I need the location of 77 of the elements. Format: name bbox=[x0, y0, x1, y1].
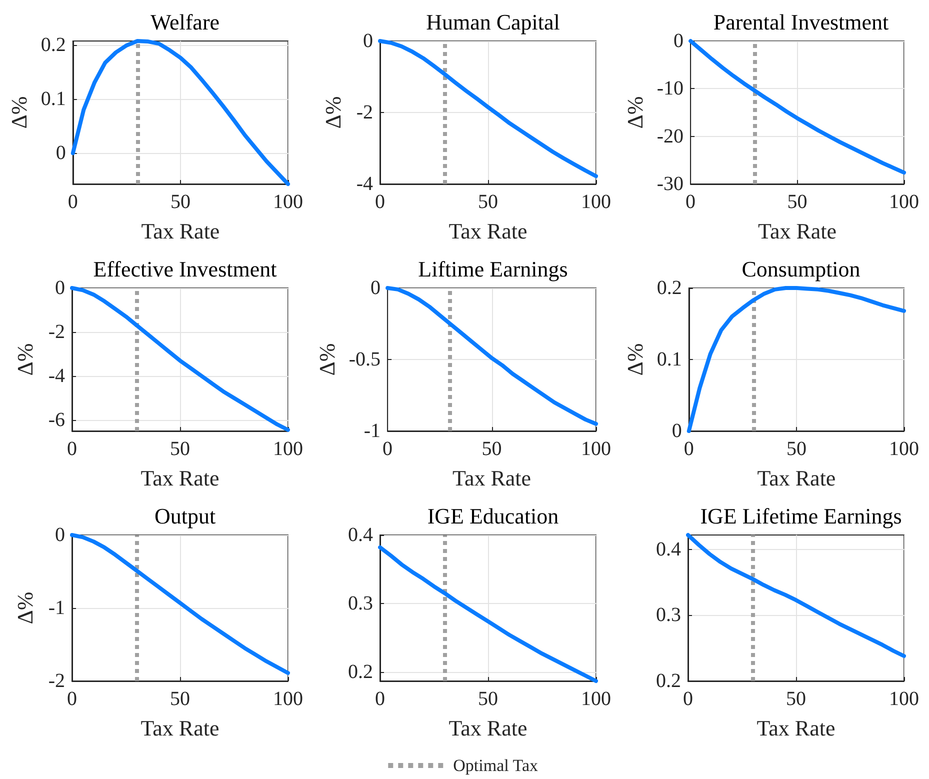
y-axis-title: Δ% bbox=[12, 343, 38, 376]
x-axis-title: Tax Rate bbox=[141, 218, 220, 244]
y-tick-label: 0.4 bbox=[656, 538, 681, 560]
x-axis-title: Tax Rate bbox=[448, 218, 528, 244]
y-axis-title: Δ% bbox=[6, 96, 32, 129]
x-axis-title: Tax Rate bbox=[757, 466, 836, 490]
x-tick-label: 50 bbox=[787, 191, 808, 213]
y-tick-label: -2 bbox=[356, 102, 373, 124]
legend-label: Optimal Tax bbox=[453, 756, 539, 775]
y-tick-label: 0 bbox=[363, 30, 373, 52]
x-tick-label: 100 bbox=[273, 191, 303, 213]
y-tick-label: -1 bbox=[364, 420, 381, 442]
y-tick-label: -0.5 bbox=[348, 348, 381, 370]
y-axis-title: Δ% bbox=[622, 343, 648, 376]
y-axis-title: Δ% bbox=[320, 96, 346, 129]
x-tick-label: 100 bbox=[889, 191, 919, 213]
y-tick-label: 0.1 bbox=[40, 88, 66, 110]
y-tick-label: 0.1 bbox=[656, 348, 682, 370]
chart-title: Parental Investment bbox=[713, 10, 889, 34]
chart-title: Effective Investment bbox=[93, 256, 277, 282]
chart-title: IGE Lifetime Earnings bbox=[700, 504, 902, 528]
x-tick-label: 50 bbox=[478, 688, 498, 710]
x-axis-title: Tax Rate bbox=[756, 716, 836, 740]
y-tick-label: 0 bbox=[674, 30, 684, 52]
y-tick-label: -20 bbox=[656, 125, 684, 148]
x-tick-label: 50 bbox=[786, 438, 806, 460]
y-tick-label: 0.2 bbox=[656, 670, 681, 692]
x-tick-label: 100 bbox=[581, 688, 611, 710]
y-tick-label: -4 bbox=[356, 173, 373, 195]
x-tick-label: 100 bbox=[889, 438, 919, 460]
x-tick-label: 50 bbox=[478, 191, 498, 213]
x-tick-label: 100 bbox=[889, 688, 919, 710]
y-tick-label: 0.4 bbox=[348, 524, 373, 546]
y-tick-label: -4 bbox=[48, 365, 65, 387]
x-tick-label: 50 bbox=[170, 191, 190, 213]
x-axis-title: Tax Rate bbox=[140, 466, 220, 490]
y-tick-label: 0.2 bbox=[40, 34, 66, 56]
x-tick-label: 50 bbox=[170, 688, 190, 710]
x-tick-label: 100 bbox=[273, 438, 303, 460]
y-tick-label: 0 bbox=[55, 277, 65, 299]
y-tick-label: 0 bbox=[55, 524, 65, 546]
x-tick-label: 50 bbox=[482, 438, 502, 460]
y-tick-label: 0.2 bbox=[656, 277, 682, 299]
y-tick-label: -2 bbox=[48, 670, 65, 692]
y-tick-label: 0 bbox=[56, 142, 66, 164]
x-tick-label: 100 bbox=[273, 688, 303, 710]
x-axis-title: Tax Rate bbox=[452, 466, 532, 490]
line-series bbox=[686, 286, 906, 433]
chart-title: IGE Education bbox=[427, 504, 559, 528]
y-tick-label: 0.3 bbox=[348, 592, 373, 615]
y-tick-label: 0.2 bbox=[348, 661, 373, 684]
y-tick-label: -2 bbox=[48, 321, 65, 343]
x-tick-label: 50 bbox=[170, 438, 190, 460]
chart-title: Human Capital bbox=[426, 10, 560, 34]
chart-title: Liftime Earnings bbox=[418, 256, 568, 282]
y-axis-title: Δ% bbox=[622, 96, 648, 129]
y-tick-label: -1 bbox=[48, 597, 65, 619]
chart-title: Output bbox=[154, 504, 216, 528]
y-tick-label: -6 bbox=[48, 409, 65, 431]
x-tick-label: 100 bbox=[581, 191, 611, 213]
x-axis-title: Tax Rate bbox=[448, 716, 528, 740]
line-series bbox=[70, 39, 290, 186]
line-series bbox=[70, 286, 290, 432]
y-tick-label: -10 bbox=[656, 78, 684, 100]
chart-title: Welfare bbox=[150, 10, 220, 34]
y-tick-label: -30 bbox=[656, 173, 684, 195]
chart-title: Consumption bbox=[742, 256, 860, 282]
y-tick-label: 0 bbox=[672, 420, 682, 442]
y-tick-label: 0 bbox=[370, 277, 381, 299]
x-axis-title: Tax Rate bbox=[758, 218, 837, 244]
y-tick-label: 0.3 bbox=[656, 604, 681, 626]
y-axis-title: Δ% bbox=[314, 343, 340, 376]
x-tick-label: 50 bbox=[786, 688, 806, 710]
line-series bbox=[686, 533, 906, 658]
y-axis-title: Δ% bbox=[12, 592, 38, 624]
x-tick-label: 100 bbox=[581, 438, 611, 460]
x-axis-title: Tax Rate bbox=[140, 716, 220, 740]
